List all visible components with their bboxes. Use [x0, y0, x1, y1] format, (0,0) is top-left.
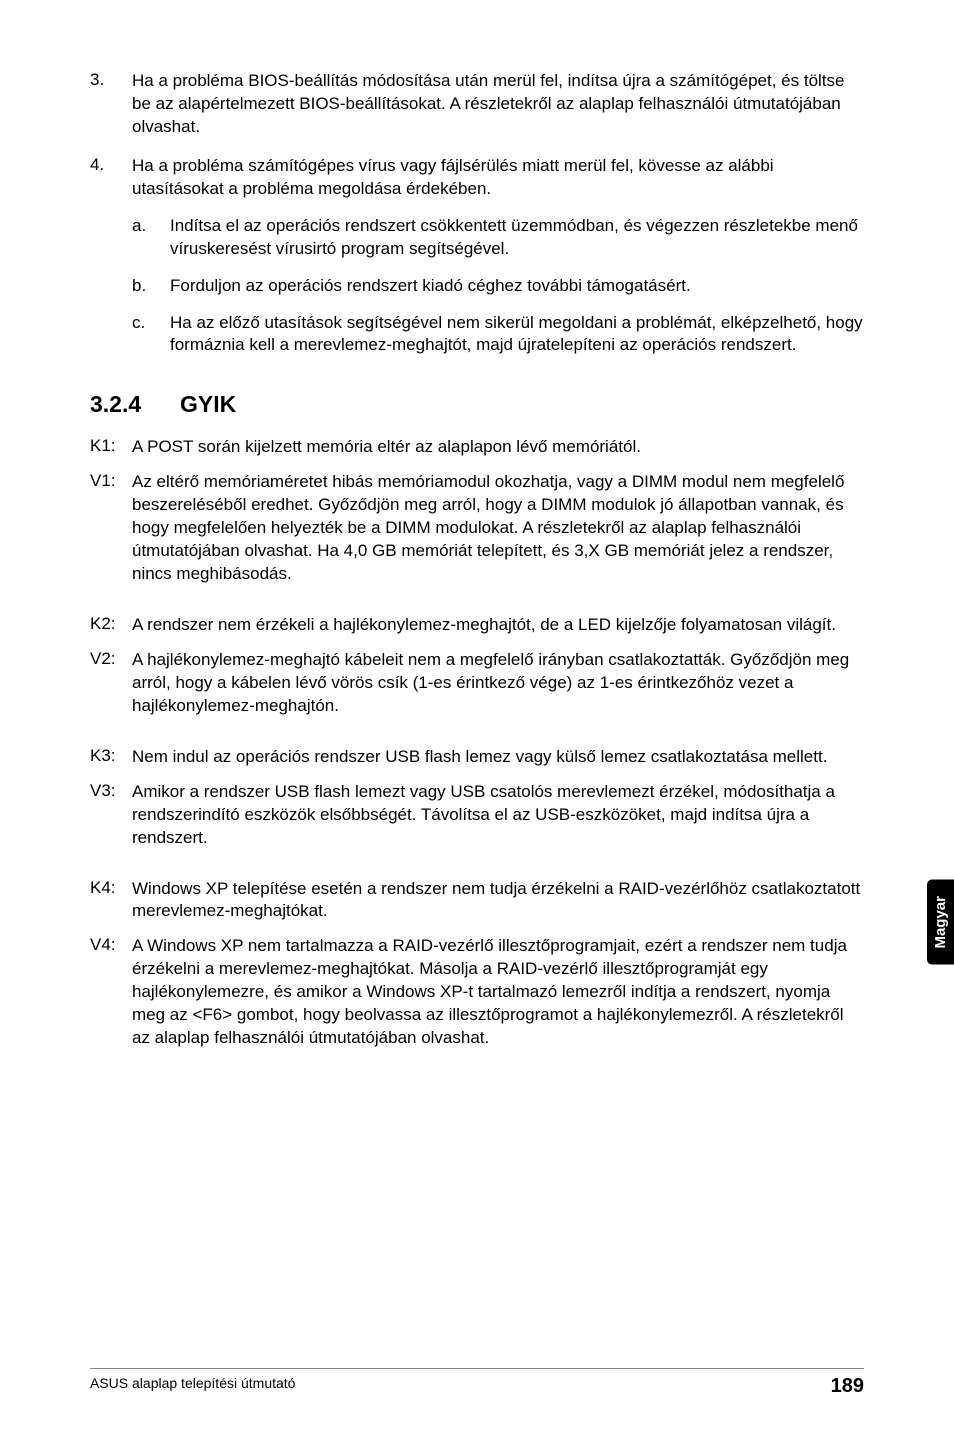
section-number: 3.2.4 [90, 391, 180, 418]
item-number: 4. [90, 155, 132, 368]
qa-block-3: K3: Nem indul az operációs rendszer USB … [90, 746, 864, 850]
question: K3: Nem indul az operációs rendszer USB … [90, 746, 864, 769]
q-label: K1: [90, 436, 132, 459]
sub-letter: c. [132, 312, 170, 358]
q-text: A rendszer nem érzékeli a hajlékonylemez… [132, 614, 864, 637]
a-label: V3: [90, 781, 132, 850]
qa-block-1: K1: A POST során kijelzett memória eltér… [90, 436, 864, 586]
sub-item-a: a. Indítsa el az operációs rendszert csö… [132, 215, 864, 261]
sub-item-c: c. Ha az előző utasítások segítségével n… [132, 312, 864, 358]
sub-text: Indítsa el az operációs rendszert csökke… [170, 215, 864, 261]
answer: V4: A Windows XP nem tartalmazza a RAID-… [90, 935, 864, 1050]
sub-letter: b. [132, 275, 170, 298]
list-item-3: 3. Ha a probléma BIOS-beállítás módosítá… [90, 70, 864, 139]
item-text: Ha a probléma BIOS-beállítás módosítása … [132, 70, 864, 139]
item-number: 3. [90, 70, 132, 139]
q-text: Windows XP telepítése esetén a rendszer … [132, 878, 864, 924]
page-footer: ASUS alaplap telepítési útmutató 189 [90, 1368, 864, 1398]
q-label: K3: [90, 746, 132, 769]
a-text: Amikor a rendszer USB flash lemezt vagy … [132, 781, 864, 850]
section-title: GYIK [180, 391, 236, 418]
section-heading: 3.2.4 GYIK [90, 391, 864, 418]
sub-letter: a. [132, 215, 170, 261]
item-intro: Ha a probléma számítógépes vírus vagy fá… [132, 156, 774, 198]
sub-text: Ha az előző utasítások segítségével nem … [170, 312, 864, 358]
a-text: Az eltérő memóriaméretet hibás memóriamo… [132, 471, 864, 586]
a-label: V1: [90, 471, 132, 586]
page-number: 189 [831, 1375, 864, 1398]
sub-item-b: b. Forduljon az operációs rendszert kiad… [132, 275, 864, 298]
language-tab: Magyar [927, 880, 954, 965]
q-text: A POST során kijelzett memória eltér az … [132, 436, 864, 459]
question: K4: Windows XP telepítése esetén a rends… [90, 878, 864, 924]
question: K2: A rendszer nem érzékeli a hajlékonyl… [90, 614, 864, 637]
item-text: Ha a probléma számítógépes vírus vagy fá… [132, 155, 864, 368]
a-text: A hajlékonylemez-meghajtó kábeleit nem a… [132, 649, 864, 718]
a-label: V4: [90, 935, 132, 1050]
q-label: K2: [90, 614, 132, 637]
qa-block-2: K2: A rendszer nem érzékeli a hajlékonyl… [90, 614, 864, 718]
a-text: A Windows XP nem tartalmazza a RAID-vezé… [132, 935, 864, 1050]
qa-block-4: K4: Windows XP telepítése esetén a rends… [90, 878, 864, 1051]
answer: V3: Amikor a rendszer USB flash lemezt v… [90, 781, 864, 850]
q-label: K4: [90, 878, 132, 924]
question: K1: A POST során kijelzett memória eltér… [90, 436, 864, 459]
a-label: V2: [90, 649, 132, 718]
answer: V2: A hajlékonylemez-meghajtó kábeleit n… [90, 649, 864, 718]
q-text: Nem indul az operációs rendszer USB flas… [132, 746, 864, 769]
answer: V1: Az eltérő memóriaméretet hibás memór… [90, 471, 864, 586]
sub-text: Forduljon az operációs rendszert kiadó c… [170, 275, 864, 298]
footer-title: ASUS alaplap telepítési útmutató [90, 1375, 295, 1398]
list-item-4: 4. Ha a probléma számítógépes vírus vagy… [90, 155, 864, 368]
